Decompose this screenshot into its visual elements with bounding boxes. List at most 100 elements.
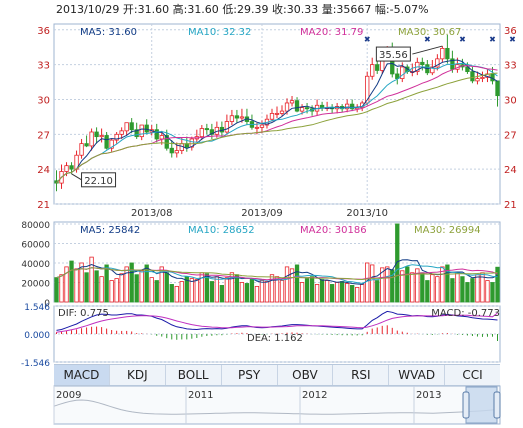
candle-body: [299, 107, 305, 112]
volume-bar: [485, 280, 490, 303]
header-low: 低:29.39: [222, 3, 269, 16]
volume-bar: [224, 277, 230, 303]
volume-ma20-label: MA20: 30186: [300, 225, 367, 236]
candle-body: [365, 75, 370, 104]
volume-bar: [385, 266, 390, 303]
candle-body: [139, 124, 144, 138]
candle-body: [440, 47, 445, 60]
volume-bar: [79, 262, 84, 303]
candle-body: [114, 133, 119, 141]
volume-bar: [124, 266, 129, 303]
volume-bar: [164, 272, 169, 303]
volume-bar: [239, 282, 245, 303]
navigator-year-label: 2012: [302, 390, 327, 401]
candle-body: [89, 131, 94, 147]
macd-macd-label: MACD: -0.773: [431, 308, 500, 319]
volume-bar: [219, 285, 225, 303]
candle-body: [234, 115, 240, 119]
navigator-selection: [465, 386, 498, 424]
price-tick-label-right: 36: [504, 26, 517, 37]
price-tick-label-right: 33: [504, 61, 517, 72]
tab-wvad[interactable]: WVAD: [389, 365, 446, 385]
volume-bar: [294, 264, 300, 303]
candle-body: [445, 47, 450, 60]
event-marker-icon: ✖: [364, 35, 371, 44]
price-tick-label-right: 24: [504, 165, 517, 176]
tab-cci[interactable]: CCI: [462, 368, 483, 382]
volume-bar: [74, 268, 79, 303]
candle-body: [99, 135, 104, 138]
volume-bar: [304, 278, 310, 303]
tab-psy[interactable]: PSY: [222, 365, 278, 385]
high-annotation-leader: [412, 45, 443, 55]
navigator-right-handle[interactable]: [493, 391, 501, 419]
volume-bar: [69, 260, 74, 303]
volume-bar: [214, 276, 220, 303]
volume-bar: [104, 264, 109, 303]
indicator-tabs: MACD KDJ BOLL PSY OBV RSI WVAD CCI: [54, 364, 500, 386]
tab-kdj[interactable]: KDJ: [110, 365, 166, 385]
candle-body: [69, 165, 74, 170]
candle-body: [284, 102, 290, 112]
volume-bar: [254, 285, 260, 303]
macd-dif-label: DIF: 0.775: [58, 308, 109, 319]
candle-body: [209, 129, 215, 135]
volume-bar: [249, 278, 255, 303]
candle-body: [420, 61, 425, 66]
price-tick-label-right: 27: [504, 130, 517, 141]
header-change: 幅:-5.07%: [374, 3, 429, 16]
volume-tick-label: 0: [44, 299, 50, 309]
volume-bar: [149, 277, 154, 303]
volume-bar: [334, 282, 340, 303]
volume-bar: [465, 282, 470, 303]
volume-bar: [64, 266, 69, 303]
volume-bar: [269, 274, 275, 303]
volume-bar: [309, 276, 315, 303]
volume-bar: [174, 285, 179, 303]
volume-bar: [314, 284, 320, 303]
volume-bar: [59, 274, 64, 303]
macd-tick-label: 0.000: [24, 331, 50, 341]
volume-bar: [329, 284, 335, 303]
volume-bar: [289, 268, 295, 303]
candle-body: [199, 128, 204, 138]
candle-body: [129, 122, 134, 131]
price-ma20-label: MA20: 31.79: [300, 27, 363, 38]
candle-body: [350, 103, 355, 110]
volume-bar: [144, 264, 149, 303]
navigator-year-label: 2013: [416, 390, 441, 401]
volume-ma10-label: MA10: 28652: [188, 225, 255, 236]
volume-bar: [450, 278, 455, 303]
candle-body: [294, 100, 300, 112]
tab-boll[interactable]: BOLL: [166, 365, 222, 385]
price-ma5-line: [56, 59, 498, 184]
candle-body: [204, 128, 209, 131]
candle-body: [159, 135, 164, 140]
candle-body: [375, 64, 380, 71]
date-axis-label: 2013/08: [131, 208, 173, 219]
price-ma20-line: [56, 65, 498, 184]
candle-body: [475, 78, 480, 82]
macd-dea-label: DEA: 1.162: [247, 333, 303, 344]
candle-body: [229, 115, 235, 122]
navigator-left-handle[interactable]: [462, 391, 470, 419]
volume-ma30-label: MA30: 26994: [414, 225, 481, 236]
price-ma10-line: [56, 62, 498, 184]
volume-ma5-label: MA5: 25842: [80, 225, 140, 236]
date-axis-label: 2013/10: [346, 208, 388, 219]
volume-bar: [445, 264, 450, 303]
candle-body: [345, 103, 350, 110]
macd-tick-label: -1.546: [21, 359, 50, 369]
volume-bar: [279, 280, 285, 303]
tab-obv[interactable]: OBV: [278, 365, 334, 385]
volume-bar: [339, 281, 345, 303]
navigator-frame: [53, 385, 501, 425]
tab-rsi[interactable]: RSI: [333, 365, 390, 385]
candle-body: [154, 129, 159, 140]
tab-macd[interactable]: MACD: [54, 365, 110, 385]
candle-body: [319, 104, 325, 109]
volume-bar: [425, 280, 430, 303]
candle-body: [279, 110, 285, 114]
candle-body: [109, 139, 114, 149]
